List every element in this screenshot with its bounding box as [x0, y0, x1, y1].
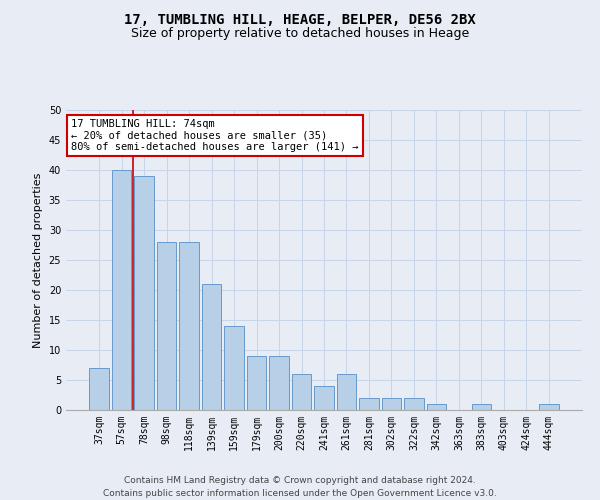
Bar — [224, 326, 244, 410]
Bar — [269, 356, 289, 410]
Bar — [134, 176, 154, 410]
Text: 17 TUMBLING HILL: 74sqm
← 20% of detached houses are smaller (35)
80% of semi-de: 17 TUMBLING HILL: 74sqm ← 20% of detache… — [71, 119, 359, 152]
Bar — [179, 242, 199, 410]
Bar — [427, 404, 446, 410]
Bar — [89, 368, 109, 410]
Bar — [112, 170, 131, 410]
Text: 17, TUMBLING HILL, HEAGE, BELPER, DE56 2BX: 17, TUMBLING HILL, HEAGE, BELPER, DE56 2… — [124, 12, 476, 26]
Bar — [292, 374, 311, 410]
Bar — [539, 404, 559, 410]
Bar — [382, 398, 401, 410]
Text: Size of property relative to detached houses in Heage: Size of property relative to detached ho… — [131, 28, 469, 40]
Bar — [472, 404, 491, 410]
Bar — [359, 398, 379, 410]
Bar — [337, 374, 356, 410]
Y-axis label: Number of detached properties: Number of detached properties — [33, 172, 43, 348]
Bar — [157, 242, 176, 410]
Bar — [404, 398, 424, 410]
Text: Contains HM Land Registry data © Crown copyright and database right 2024.
Contai: Contains HM Land Registry data © Crown c… — [103, 476, 497, 498]
Bar — [314, 386, 334, 410]
Bar — [247, 356, 266, 410]
Bar — [202, 284, 221, 410]
